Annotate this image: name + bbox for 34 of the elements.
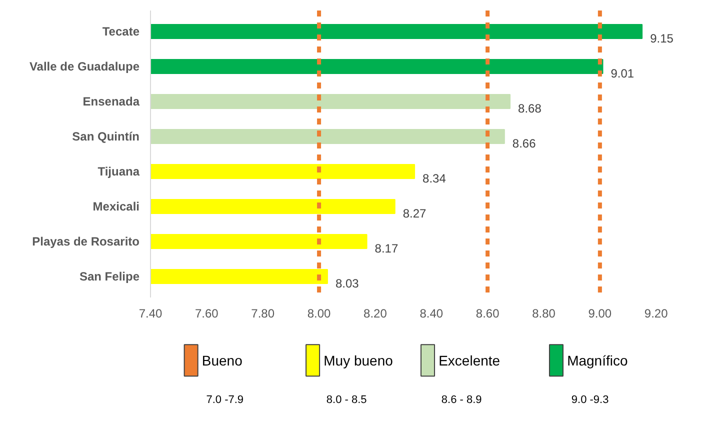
- x-tick-label: 8.20: [364, 306, 388, 320]
- x-tick-label: 7.60: [195, 306, 219, 320]
- text: 9.0 -9.3: [571, 394, 609, 406]
- legend-label: Excelente: [438, 352, 500, 368]
- data-label: 8.17: [374, 242, 398, 256]
- x-tick-label: 9.20: [644, 306, 668, 320]
- y-tick-label: Tijuana: [98, 164, 140, 178]
- y-tick-label: San Quintín: [72, 130, 140, 144]
- text: 8.0 - 8.5: [326, 394, 367, 406]
- text: 7.0 -7.9: [206, 394, 244, 406]
- x-tick-label: 8.40: [420, 306, 444, 320]
- y-tick-label: Ensenada: [82, 94, 140, 108]
- data-label: 8.34: [422, 172, 446, 186]
- y-tick-label: Valle de Guadalupe: [29, 60, 140, 74]
- text: 8.6 - 8.9: [441, 394, 482, 406]
- data-label: 8.68: [518, 102, 542, 116]
- legend-label: Muy bueno: [324, 352, 394, 368]
- x-tick-label: 8.80: [532, 306, 556, 320]
- data-label: 8.03: [335, 276, 360, 290]
- y-tick-label: Playas de Rosarito: [32, 234, 140, 248]
- data-label: 9.15: [650, 32, 674, 46]
- x-tick-label: 8.00: [307, 306, 332, 320]
- y-tick-label: Tecate: [102, 24, 140, 38]
- data-label: 9.01: [610, 66, 634, 80]
- x-tick-label: 8.60: [476, 306, 500, 320]
- legend-label: Bueno: [202, 352, 243, 368]
- data-label: 8.27: [402, 206, 427, 220]
- x-tick-label: 7.40: [138, 306, 163, 320]
- legend-label: Magnífico: [567, 352, 628, 368]
- x-tick-label: 9.00: [588, 306, 612, 320]
- x-tick-label: 7.80: [251, 306, 275, 320]
- data-label: 8.66: [512, 136, 536, 150]
- y-tick-label: San Felipe: [79, 270, 140, 284]
- y-tick-label: Mexicali: [92, 200, 140, 214]
